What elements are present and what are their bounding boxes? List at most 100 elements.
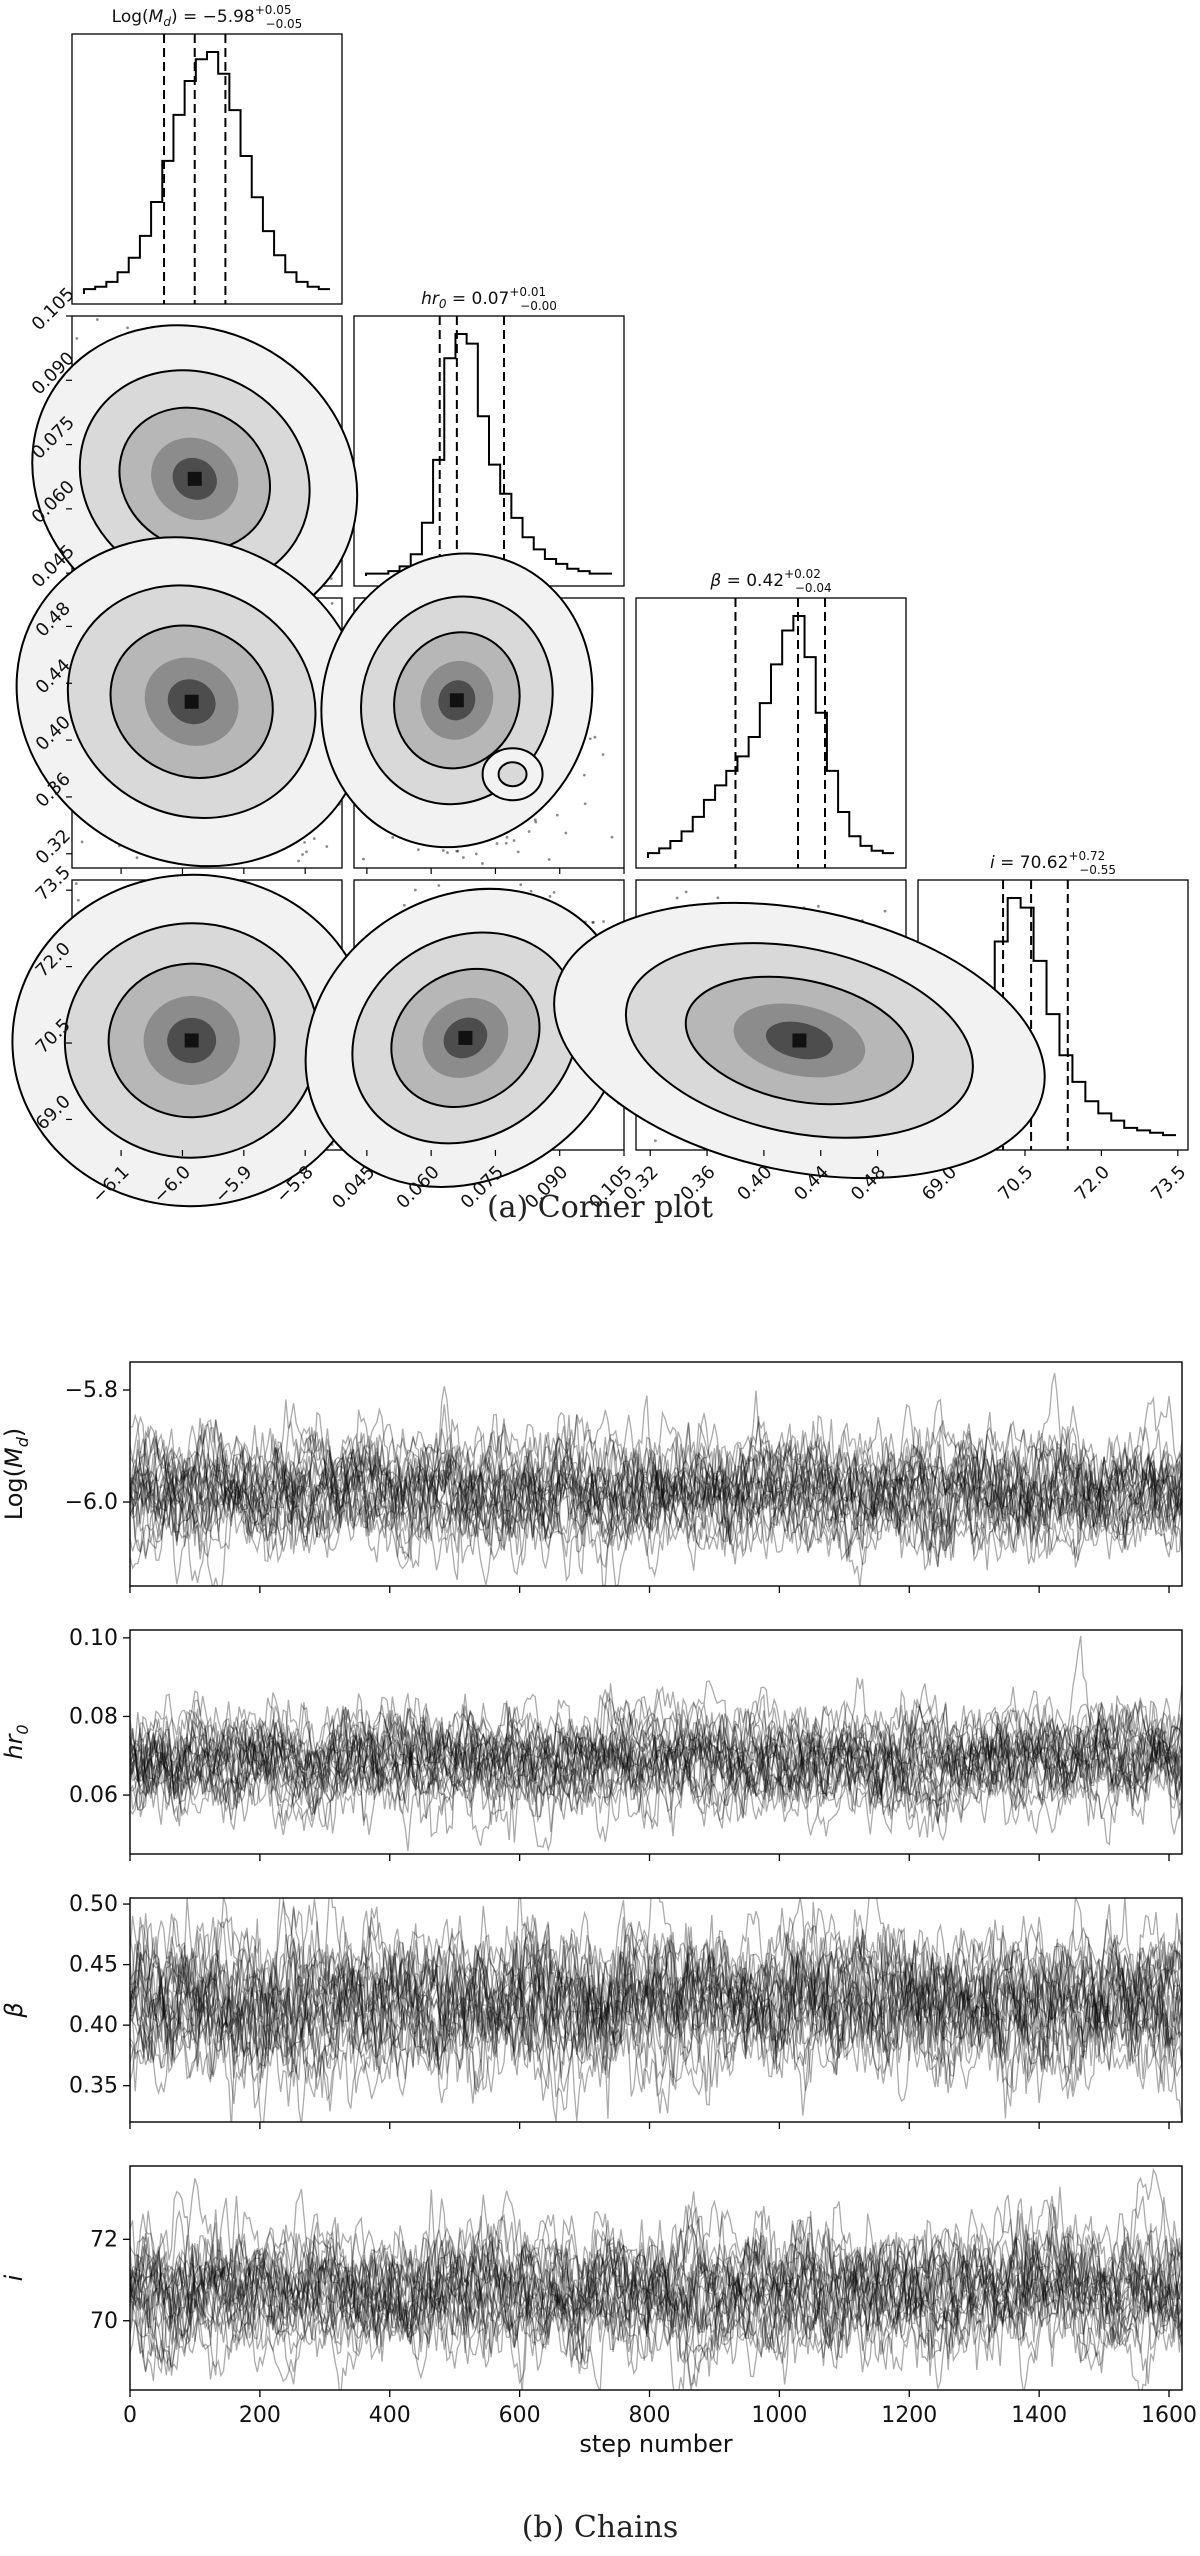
sample-point <box>716 896 720 900</box>
corner-caption: (a) Corner plot <box>486 1190 714 1225</box>
sample-point <box>548 895 552 898</box>
sample-point <box>461 856 465 859</box>
walker-trace <box>130 1898 1182 2122</box>
walker-trace <box>130 1689 1182 1829</box>
sample-point <box>684 890 688 894</box>
walker-trace <box>130 1702 1182 1838</box>
y-tick-label: 0.45 <box>69 1953 118 1978</box>
sample-point <box>135 856 139 860</box>
sample-point <box>402 903 406 907</box>
walker-trace <box>130 1913 1182 2090</box>
walker-trace <box>130 2213 1182 2381</box>
x-tick-label: 800 <box>629 2403 671 2428</box>
x-tick-label: 200 <box>239 2403 281 2428</box>
corner-hist-logMd <box>71 33 343 305</box>
title-subscript: 0 <box>439 297 447 311</box>
sample-point <box>391 836 395 839</box>
walker-trace <box>130 1411 1182 1586</box>
corner-hist-hr0 <box>353 315 625 587</box>
title-symbol: i <box>990 853 995 873</box>
hist-step <box>647 615 894 858</box>
y-tick-label: 0.35 <box>69 2074 118 2099</box>
walker-trace <box>130 1917 1182 2119</box>
sample-point <box>512 839 516 842</box>
ylabel-subscript: d <box>13 1436 32 1447</box>
sample-point <box>534 820 538 824</box>
panel-bg <box>130 1362 1182 1586</box>
walker-trace <box>130 1693 1182 1830</box>
walker-trace <box>130 1396 1182 1571</box>
walker-trace <box>130 1898 1182 2112</box>
walker-trace <box>130 1704 1182 1851</box>
panel-frame <box>129 1629 1183 1855</box>
x-tick-label: 1400 <box>1011 2403 1067 2428</box>
chain-panel-hr0: 0.06 0.08 0.10 hr0 <box>0 1626 1183 1861</box>
x-tick-label: 600 <box>499 2403 541 2428</box>
y-axis-label: hr0 <box>0 1724 32 1759</box>
title-symbol: M <box>149 7 164 27</box>
sample-point <box>126 326 129 330</box>
walker-trace <box>130 1685 1182 1830</box>
walker-trace <box>130 1922 1182 2109</box>
panel-frame <box>129 1361 1183 1587</box>
walker-traces <box>130 1898 1182 2122</box>
walker-trace <box>130 1916 1182 2092</box>
walker-trace <box>130 1398 1182 1583</box>
walker-trace <box>130 2189 1182 2386</box>
walker-trace <box>130 2224 1182 2369</box>
walker-trace <box>130 1413 1182 1586</box>
walker-trace <box>130 2205 1182 2390</box>
hist-step <box>83 51 330 294</box>
walker-trace <box>130 2186 1182 2390</box>
walker-trace <box>130 1692 1182 1826</box>
walker-trace <box>130 1898 1182 2114</box>
sample-point <box>75 337 79 340</box>
walker-trace <box>130 1688 1182 1833</box>
sample-point <box>654 1139 657 1143</box>
walker-trace <box>130 1399 1182 1561</box>
walker-trace <box>130 1696 1182 1837</box>
walker-trace <box>130 1407 1182 1571</box>
sample-point <box>325 845 329 848</box>
walker-trace <box>130 1395 1182 1560</box>
x-tick-label: 0 <box>123 2403 137 2428</box>
sample-point <box>583 802 587 806</box>
walker-trace <box>130 1419 1182 1568</box>
sample-point <box>529 889 533 893</box>
walker-trace <box>130 1684 1182 1846</box>
y-axis-label: β <box>0 2002 28 2018</box>
corner-plot: Log(Md) = −5.98+0.05 −0.05 hr0 = 0.07+0.01… <box>11 3 1190 1213</box>
walker-trace <box>130 1414 1182 1567</box>
walker-trace <box>130 2197 1182 2360</box>
walker-trace <box>130 2194 1182 2362</box>
title-upper-error: +0.72 <box>1068 849 1105 863</box>
title-value: = 0.07 <box>446 289 509 309</box>
walker-trace <box>130 1695 1182 1833</box>
title-lower-error: −0.04 <box>795 581 832 595</box>
sample-point <box>446 851 449 854</box>
walker-traces <box>130 2167 1182 2390</box>
walker-trace <box>130 1898 1182 2096</box>
y-tick-label: 0.40 <box>69 2013 118 2038</box>
corner-title-beta: β = 0.42+0.02 −0.04 <box>709 567 831 595</box>
walker-trace <box>130 1926 1182 2116</box>
sample-point <box>312 837 316 841</box>
sample-point <box>441 849 445 852</box>
corner-title-logMd: Log(Md) = −5.98+0.05 −0.05 <box>112 3 303 31</box>
corner-hist-beta <box>635 597 907 869</box>
walker-trace <box>130 1923 1182 2112</box>
sample-point <box>547 858 551 861</box>
walker-trace <box>130 1425 1182 1575</box>
ylabel-symbol: M <box>0 1447 28 1468</box>
sample-point <box>495 842 499 845</box>
walker-trace <box>130 1898 1182 2122</box>
walker-trace <box>130 1677 1182 1836</box>
density-peak <box>187 471 202 486</box>
sample-point <box>582 773 586 777</box>
sample-point <box>552 891 556 894</box>
walker-trace <box>130 1422 1182 1563</box>
walker-trace <box>130 2201 1182 2372</box>
walker-trace <box>130 1686 1182 1823</box>
walker-trace <box>130 1422 1182 1570</box>
walker-trace <box>130 1920 1182 2102</box>
